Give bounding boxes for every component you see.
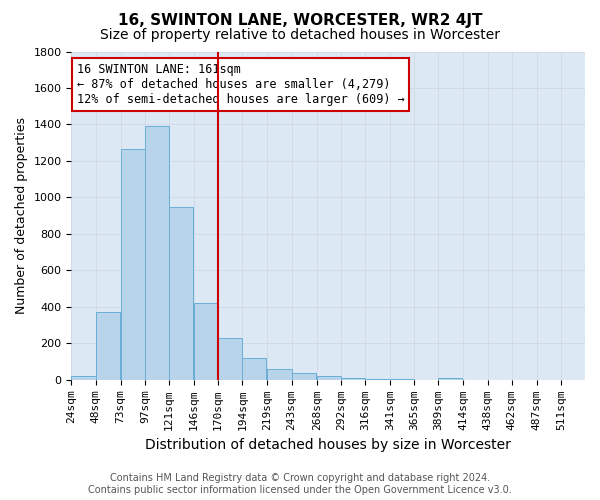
Bar	[317, 376, 341, 380]
X-axis label: Distribution of detached houses by size in Worcester: Distribution of detached houses by size …	[145, 438, 511, 452]
Text: Size of property relative to detached houses in Worcester: Size of property relative to detached ho…	[100, 28, 500, 42]
Bar	[341, 378, 365, 380]
Bar	[194, 304, 218, 380]
Bar	[365, 379, 389, 380]
Bar	[292, 372, 316, 380]
Bar	[218, 338, 242, 380]
Bar	[95, 312, 119, 380]
Bar	[242, 358, 266, 380]
Bar	[169, 206, 193, 380]
Bar	[71, 376, 95, 380]
Bar	[145, 126, 169, 380]
Bar	[268, 369, 292, 380]
Text: Contains HM Land Registry data © Crown copyright and database right 2024.
Contai: Contains HM Land Registry data © Crown c…	[88, 474, 512, 495]
Text: 16, SWINTON LANE, WORCESTER, WR2 4JT: 16, SWINTON LANE, WORCESTER, WR2 4JT	[118, 12, 482, 28]
Y-axis label: Number of detached properties: Number of detached properties	[15, 117, 28, 314]
Bar	[438, 378, 463, 380]
Text: 16 SWINTON LANE: 161sqm
← 87% of detached houses are smaller (4,279)
12% of semi: 16 SWINTON LANE: 161sqm ← 87% of detache…	[77, 63, 404, 106]
Bar	[121, 149, 145, 380]
